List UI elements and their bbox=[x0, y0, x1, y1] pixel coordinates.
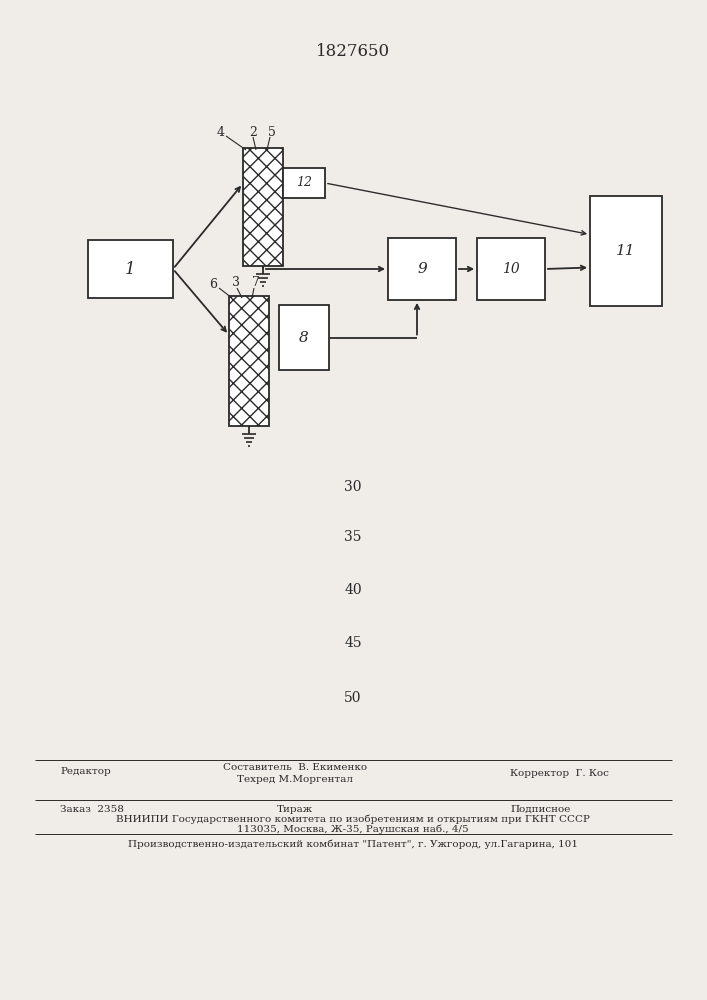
Text: 9: 9 bbox=[417, 262, 427, 276]
Text: 7: 7 bbox=[252, 276, 260, 290]
Bar bbox=[229, 296, 269, 426]
Text: 1: 1 bbox=[125, 260, 136, 277]
Text: 113035, Москва, Ж-35, Раушская наб., 4/5: 113035, Москва, Ж-35, Раушская наб., 4/5 bbox=[237, 824, 469, 834]
Text: Корректор  Г. Кос: Корректор Г. Кос bbox=[510, 770, 609, 778]
Text: ВНИИПИ Государственного комитета по изобретениям и открытиям при ГКНТ СССР: ВНИИПИ Государственного комитета по изоб… bbox=[116, 814, 590, 824]
Text: 30: 30 bbox=[344, 480, 362, 494]
Text: Подписное: Подписное bbox=[510, 804, 571, 814]
Text: Техред М.Моргентал: Техред М.Моргентал bbox=[237, 774, 353, 784]
Bar bbox=[590, 196, 662, 306]
Text: 45: 45 bbox=[344, 636, 362, 650]
Bar bbox=[477, 238, 545, 300]
Text: 10: 10 bbox=[502, 262, 520, 276]
Text: 8: 8 bbox=[299, 330, 309, 344]
Text: Заказ  2358: Заказ 2358 bbox=[60, 804, 124, 814]
Text: 4: 4 bbox=[217, 126, 225, 139]
Text: Тираж: Тираж bbox=[277, 804, 313, 814]
Bar bbox=[388, 238, 456, 300]
Text: Производственно-издательский комбинат "Патент", г. Ужгород, ул.Гагарина, 101: Производственно-издательский комбинат "П… bbox=[128, 839, 578, 849]
Text: 40: 40 bbox=[344, 583, 362, 597]
Text: 2: 2 bbox=[249, 126, 257, 139]
Text: 11: 11 bbox=[617, 244, 636, 258]
Bar bbox=[243, 148, 283, 266]
Text: 3: 3 bbox=[232, 276, 240, 290]
Bar bbox=[88, 240, 173, 298]
Bar bbox=[283, 168, 325, 198]
Bar bbox=[279, 305, 329, 370]
Text: 50: 50 bbox=[344, 691, 362, 705]
Text: 12: 12 bbox=[296, 176, 312, 190]
Text: 6: 6 bbox=[209, 278, 217, 292]
Text: 35: 35 bbox=[344, 530, 362, 544]
Text: 1827650: 1827650 bbox=[316, 43, 390, 60]
Text: Составитель  В. Екименко: Составитель В. Екименко bbox=[223, 764, 367, 772]
Text: 5: 5 bbox=[268, 126, 276, 139]
Text: Редактор: Редактор bbox=[60, 768, 111, 776]
